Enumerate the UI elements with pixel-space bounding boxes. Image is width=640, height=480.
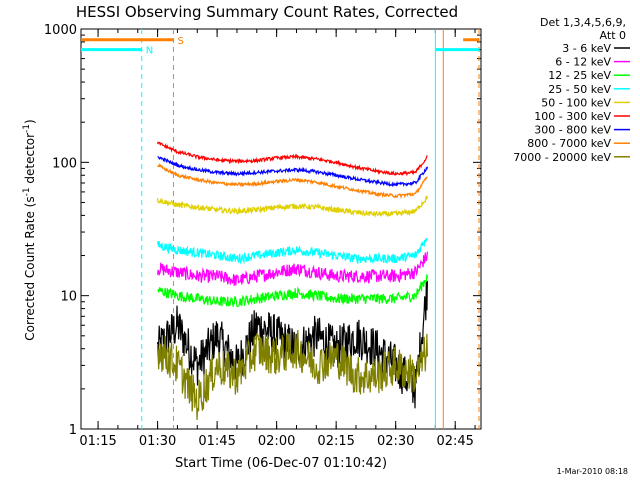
y-tick-label-2: 100 bbox=[52, 156, 77, 171]
plot-area: 1 10 100 1000 01:15 01:30 01:45 02:00 02:15 02:30… bbox=[44, 23, 482, 449]
series-line-0 bbox=[157, 279, 428, 409]
y-label-sup-1: -1 bbox=[22, 187, 32, 196]
timestamp: 1-Mar-2010 08:18 bbox=[557, 467, 628, 476]
series-line-6 bbox=[157, 155, 428, 188]
x-tick-label-6: 02:45 bbox=[436, 434, 473, 449]
legend-header-line-2: Att 0 bbox=[600, 29, 626, 42]
series-line-7 bbox=[157, 162, 428, 199]
band-label-S: S bbox=[177, 36, 183, 47]
legend-label-3: 25 - 50 keV bbox=[548, 83, 611, 96]
series-line-2 bbox=[157, 274, 428, 308]
band-label-N: N bbox=[146, 46, 153, 57]
y-label-tail: detector bbox=[23, 133, 37, 188]
x-tick-label-1: 01:30 bbox=[139, 434, 176, 449]
legend-label-2: 12 - 25 keV bbox=[548, 69, 611, 82]
y-label-main: Corrected Count Rate (s bbox=[23, 196, 37, 340]
legend-label-6: 300 - 800 keV bbox=[534, 124, 611, 137]
chart-title: HESSI Observing Summary Count Rates, Cor… bbox=[76, 3, 458, 21]
legend-label-4: 50 - 100 keV bbox=[541, 96, 611, 109]
series-line-8 bbox=[157, 329, 428, 421]
x-tick-label-4: 02:15 bbox=[317, 434, 354, 449]
series-line-1 bbox=[157, 251, 428, 286]
x-tick-label-5: 02:30 bbox=[377, 434, 414, 449]
x-axis-label: Start Time (06-Dec-07 01:10:42) bbox=[175, 456, 387, 471]
y-tick-label-1: 10 bbox=[60, 290, 77, 305]
y-tick-label-0: 1 bbox=[69, 423, 77, 438]
y-tick-label-3: 1000 bbox=[44, 23, 77, 38]
legend-label-8: 7000 - 20000 keV bbox=[513, 151, 611, 164]
legend-label-5: 100 - 300 keV bbox=[534, 110, 611, 123]
y-label-end: ) bbox=[23, 119, 37, 124]
plot-frame bbox=[80, 28, 482, 430]
legend-label-7: 800 - 7000 keV bbox=[527, 137, 611, 150]
x-tick-label-3: 02:00 bbox=[258, 434, 295, 449]
legend-label-0: 3 - 6 keV bbox=[562, 42, 611, 55]
x-tick-label-2: 01:45 bbox=[198, 434, 235, 449]
y-axis-label: Corrected Count Rate (s-1 detector-1) bbox=[22, 119, 37, 340]
series-line-3 bbox=[157, 237, 428, 265]
legend-label-1: 6 - 12 keV bbox=[555, 56, 611, 69]
x-tick-label-0: 01:15 bbox=[79, 434, 116, 449]
y-label-sup-2: -1 bbox=[22, 124, 32, 133]
legend-header-line-1: Det 1,3,4,5,6,9, bbox=[540, 16, 626, 29]
series-line-4 bbox=[157, 195, 428, 219]
series-line-5 bbox=[157, 141, 428, 177]
